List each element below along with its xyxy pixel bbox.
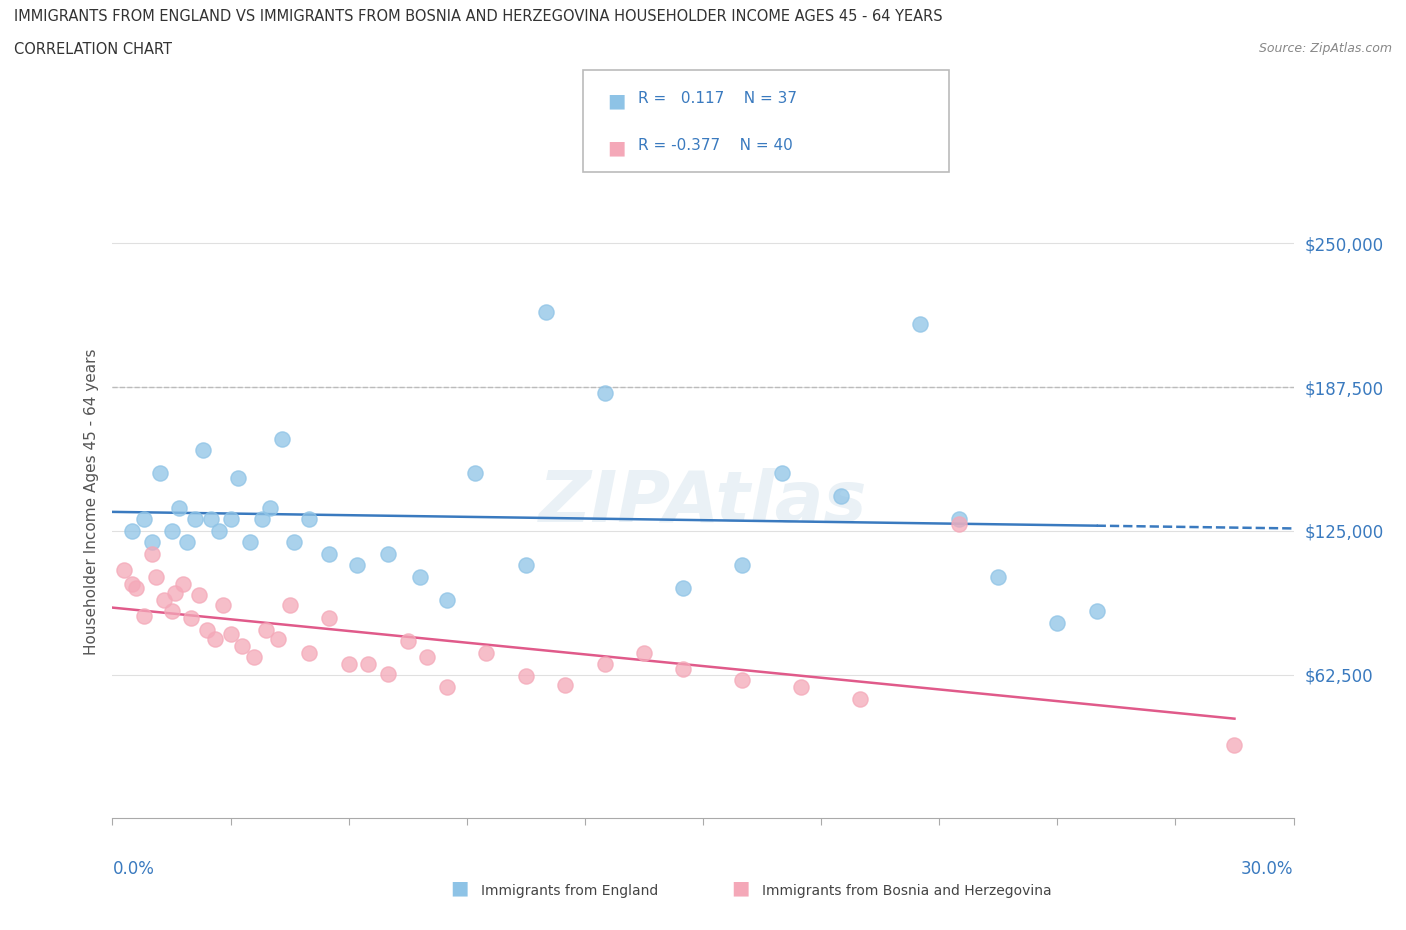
Text: ■: ■ [731, 879, 749, 897]
Point [515, 669, 537, 684]
Point [200, 512, 222, 527]
Point [172, 577, 194, 591]
Point [337, 657, 360, 671]
Text: Source: ZipAtlas.com: Source: ZipAtlas.com [1258, 42, 1392, 55]
Point [377, 547, 399, 562]
Point [228, 471, 250, 485]
Text: CORRELATION CHART: CORRELATION CHART [14, 42, 172, 57]
Point [270, 432, 292, 446]
Point [211, 597, 233, 612]
Point [141, 547, 163, 562]
Point [408, 569, 430, 584]
Point [849, 691, 872, 706]
Point [377, 666, 399, 681]
Point [112, 563, 135, 578]
Point [219, 512, 242, 527]
Point [633, 645, 655, 660]
Point [204, 631, 226, 646]
Text: ■: ■ [607, 139, 626, 157]
Point [145, 569, 167, 584]
Text: Immigrants from Bosnia and Herzegovina: Immigrants from Bosnia and Herzegovina [762, 884, 1052, 898]
Point [141, 535, 163, 550]
Text: 0.0%: 0.0% [112, 860, 155, 878]
Point [278, 597, 301, 612]
Point [534, 305, 557, 320]
Text: ■: ■ [450, 879, 468, 897]
Point [165, 586, 187, 601]
Point [948, 512, 970, 527]
Point [731, 673, 754, 688]
Point [1085, 604, 1108, 618]
Text: IMMIGRANTS FROM ENGLAND VS IMMIGRANTS FROM BOSNIA AND HERZEGOVINA HOUSEHOLDER IN: IMMIGRANTS FROM ENGLAND VS IMMIGRANTS FR… [14, 9, 942, 24]
Text: Immigrants from England: Immigrants from England [481, 884, 658, 898]
Text: R =   0.117    N = 37: R = 0.117 N = 37 [638, 91, 797, 106]
Point [191, 443, 214, 458]
Point [176, 535, 198, 550]
Point [239, 535, 262, 550]
Point [770, 466, 793, 481]
Point [416, 650, 439, 665]
Point [149, 466, 172, 481]
Point [298, 645, 321, 660]
Point [254, 622, 277, 637]
Point [231, 639, 253, 654]
Point [250, 512, 273, 527]
Point [672, 581, 695, 596]
Point [830, 489, 852, 504]
Point [464, 466, 486, 481]
Point [188, 588, 211, 603]
Point [346, 558, 368, 573]
Point [195, 622, 218, 637]
Text: 30.0%: 30.0% [1241, 860, 1294, 878]
Point [160, 524, 183, 538]
Point [554, 678, 576, 693]
Point [267, 631, 290, 646]
Point [132, 512, 155, 527]
Point [436, 680, 458, 695]
Y-axis label: Householder Income Ages 45 - 64 years: Householder Income Ages 45 - 64 years [83, 349, 98, 656]
Point [184, 512, 207, 527]
Point [180, 611, 202, 626]
Point [132, 608, 155, 623]
Text: ZIPAtlas: ZIPAtlas [538, 468, 868, 537]
Point [593, 386, 616, 401]
Point [283, 535, 305, 550]
Point [908, 316, 931, 331]
Point [298, 512, 321, 527]
Point [731, 558, 754, 573]
Point [318, 547, 340, 562]
Point [160, 604, 183, 618]
Point [790, 680, 813, 695]
Text: R = -0.377    N = 40: R = -0.377 N = 40 [638, 138, 793, 153]
Point [1046, 616, 1069, 631]
Point [208, 524, 231, 538]
Point [121, 577, 143, 591]
Point [475, 645, 498, 660]
Point [243, 650, 266, 665]
Point [436, 592, 458, 607]
Point [948, 516, 970, 531]
Point [593, 657, 616, 671]
Point [318, 611, 340, 626]
Point [259, 500, 281, 515]
Point [121, 524, 143, 538]
Point [169, 500, 191, 515]
Point [125, 581, 148, 596]
Point [219, 627, 242, 642]
Point [357, 657, 380, 671]
Point [152, 592, 174, 607]
Point [1223, 737, 1246, 752]
Point [396, 634, 419, 649]
Point [672, 661, 695, 676]
Text: ■: ■ [607, 92, 626, 111]
Point [987, 569, 1010, 584]
Point [515, 558, 537, 573]
